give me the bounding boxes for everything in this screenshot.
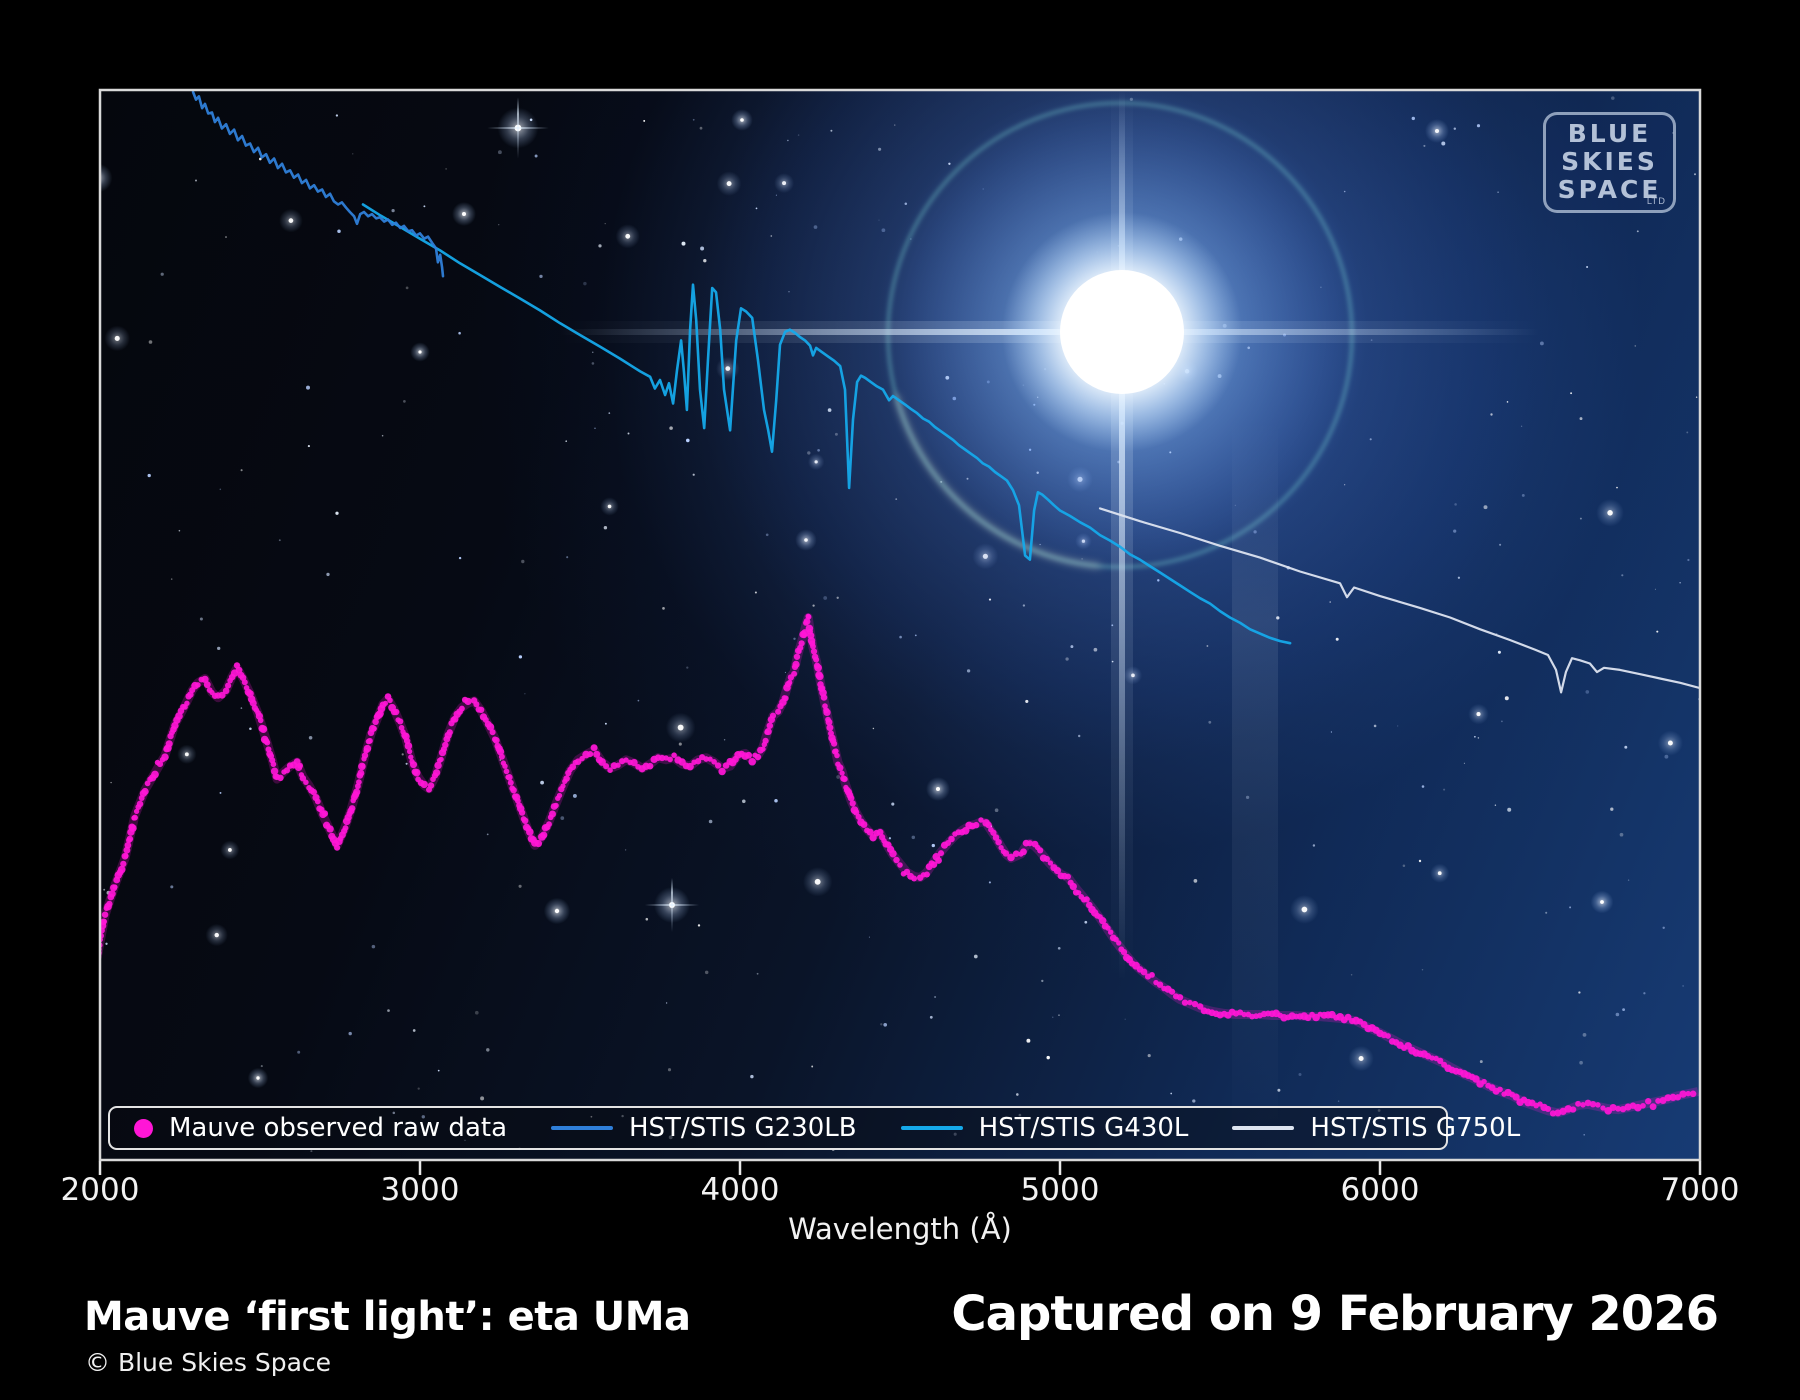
logo-line2: SKIES bbox=[1561, 147, 1658, 176]
x-tick-5000: 5000 bbox=[1020, 1172, 1100, 1208]
g750l-line-swatch bbox=[1232, 1126, 1295, 1130]
mauve-dot-swatch bbox=[134, 1118, 153, 1138]
figure-title: Mauve ‘first light’: eta UMa bbox=[84, 1294, 691, 1340]
capture-date-caption: Captured on 9 February 2026 bbox=[951, 1286, 1719, 1342]
x-tick-4000: 4000 bbox=[700, 1172, 780, 1208]
copyright: © Blue Skies Space bbox=[85, 1348, 332, 1377]
starfield-background bbox=[100, 90, 1700, 1160]
blue-skies-space-logo: BLUE SKIES SPACE LTD bbox=[1543, 112, 1676, 213]
legend-item-g750l: HST/STIS G750L bbox=[1232, 1113, 1520, 1143]
x-tick-6000: 6000 bbox=[1340, 1172, 1420, 1208]
legend-label-g750l: HST/STIS G750L bbox=[1310, 1113, 1521, 1143]
logo-line1: BLUE bbox=[1567, 119, 1652, 148]
legend-item-g430l: HST/STIS G430L bbox=[900, 1113, 1189, 1143]
x-tick-3000: 3000 bbox=[380, 1172, 460, 1208]
legend-label-g430l: HST/STIS G430L bbox=[978, 1113, 1189, 1143]
x-tick-2000: 2000 bbox=[60, 1172, 140, 1208]
x-tick-7000: 7000 bbox=[1660, 1172, 1740, 1208]
legend-label-mauve: Mauve observed raw data bbox=[169, 1113, 507, 1143]
legend-item-g230lb: HST/STIS G230LB bbox=[551, 1113, 857, 1143]
logo-ltd-suffix: LTD bbox=[1646, 197, 1666, 207]
legend: Mauve observed raw data HST/STIS G230LB … bbox=[108, 1106, 1520, 1150]
legend-item-mauve: Mauve observed raw data bbox=[134, 1113, 507, 1143]
legend-label-g230lb: HST/STIS G230LB bbox=[629, 1113, 857, 1143]
x-axis-label: Wavelength (Å) bbox=[788, 1212, 1012, 1246]
g430l-line-swatch bbox=[900, 1126, 963, 1130]
g230lb-line-swatch bbox=[551, 1126, 613, 1130]
